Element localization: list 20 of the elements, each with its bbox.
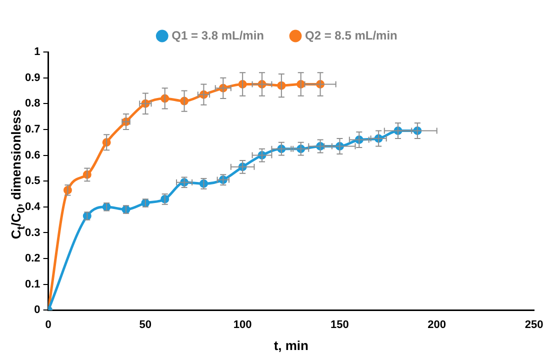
- legend-label: Q1 = 3.8 mL/min: [172, 28, 264, 42]
- y-tick-label: 0.6: [24, 149, 40, 162]
- legend-label: Q2 = 8.5 mL/min: [305, 28, 398, 42]
- y-tick-label: 0.4: [24, 200, 42, 213]
- y-tick-label: 0.8: [24, 98, 40, 110]
- y-tick-label: 0.9: [24, 72, 40, 84]
- x-tick-label: 0: [45, 318, 52, 331]
- y-tick-label: 0.3: [24, 226, 40, 239]
- x-tick-label: 50: [139, 318, 152, 331]
- y-tick-label: 0.7: [24, 123, 40, 136]
- y-tick-label: 0: [34, 304, 40, 316]
- x-tick-label: 200: [428, 318, 446, 331]
- x-tick-label: 250: [524, 318, 544, 331]
- x-tick-label: 150: [330, 318, 349, 331]
- y-tick-label: 0.2: [24, 252, 40, 265]
- y-tick-label: 0.5: [24, 175, 40, 188]
- y-tick-label: 0.1: [24, 278, 40, 290]
- y-tick-label: 1: [34, 46, 40, 58]
- x-axis-title: t, min: [274, 338, 309, 353]
- x-tick-label: 100: [233, 318, 252, 331]
